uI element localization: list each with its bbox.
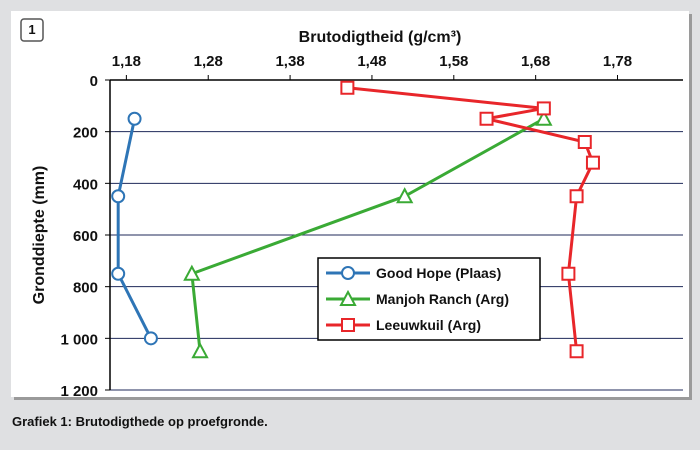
- marker: [396, 187, 414, 204]
- x-axis-title: Brutodigtheid (g/cm³): [299, 29, 462, 46]
- legend-marker: [341, 318, 355, 332]
- legend-marker: [341, 266, 355, 280]
- x-tick-label: 1,48: [357, 53, 386, 70]
- marker: [191, 342, 209, 359]
- marker: [111, 266, 126, 281]
- marker: [577, 135, 592, 149]
- x-tick-label: 1,68: [521, 53, 550, 70]
- marker: [569, 344, 584, 359]
- series-line: [116, 118, 153, 340]
- y-tick-label: 400: [73, 176, 98, 193]
- marker: [535, 109, 553, 126]
- x-tick-label: 1,18: [112, 53, 141, 70]
- marker: [143, 331, 158, 346]
- badge-box: [20, 18, 44, 42]
- y-tick-label: 1 000: [60, 331, 98, 348]
- plot: 0 200 400 600 800 1 000 1 200 1,18 1,28 1,38 1,48 1…: [60, 53, 683, 400]
- series-line: [347, 86, 595, 352]
- y-tick-label: 800: [73, 280, 98, 297]
- marker: [569, 189, 584, 204]
- series-line: [190, 117, 545, 352]
- x-tick-label: 1,78: [603, 53, 632, 70]
- y-axis-title: Gronddiepte (mm): [31, 166, 48, 305]
- caption: Grafiek 1: Brutodigthede op proefgronde.: [12, 414, 268, 429]
- y-tick-label: 200: [73, 125, 98, 142]
- x-tick-label: 1,58: [439, 53, 468, 70]
- marker: [585, 155, 600, 170]
- marker: [111, 189, 126, 204]
- marker: [183, 264, 201, 281]
- marker: [536, 101, 551, 116]
- x-tick-label: 1,38: [275, 53, 304, 70]
- y-tick-label: 0: [90, 73, 98, 90]
- y-tick-label: 1 200: [60, 383, 98, 400]
- y-tick-label: 600: [73, 228, 98, 245]
- x-tick-label: 1,28: [194, 53, 223, 70]
- legend-label: Manjoh Ranch (Arg): [376, 291, 509, 307]
- legend-marker: [339, 289, 357, 306]
- marker: [479, 111, 494, 126]
- marker: [127, 111, 142, 126]
- legend-label: Leeuwkuil (Arg): [376, 317, 481, 333]
- badge: 1: [28, 22, 35, 37]
- marker: [561, 266, 576, 281]
- marker: [340, 80, 355, 95]
- legend-label: Good Hope (Plaas): [376, 265, 501, 281]
